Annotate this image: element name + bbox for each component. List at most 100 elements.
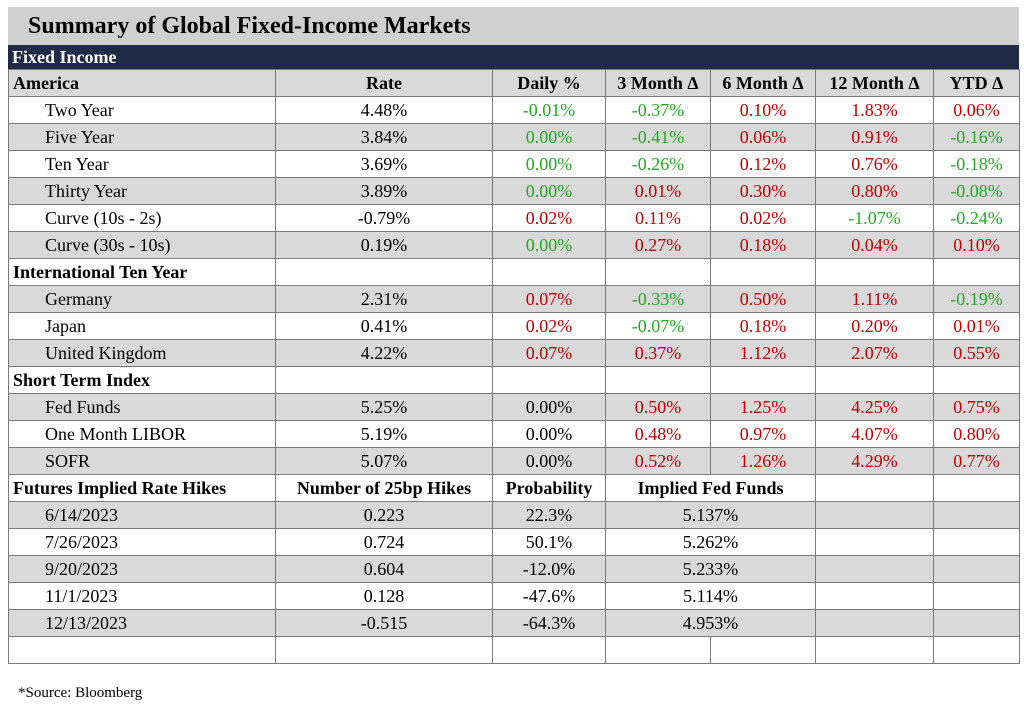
- m12-cell: 4.25%: [815, 393, 934, 421]
- futures-date: 6/14/2023: [8, 501, 276, 529]
- m12-cell: 1.83%: [815, 96, 934, 124]
- rate-cell: 5.07%: [275, 447, 493, 475]
- empty-cell: [933, 501, 1020, 529]
- row-label: Thirty Year: [8, 177, 276, 205]
- m12-cell: 0.76%: [815, 150, 934, 178]
- m3-cell: -0.41%: [605, 123, 711, 151]
- futures-date: 9/20/2023: [8, 555, 276, 583]
- m12-cell: 0.04%: [815, 231, 934, 259]
- empty-cell: [815, 366, 934, 394]
- group-label: International Ten Year: [8, 258, 276, 286]
- m3-cell: -0.26%: [605, 150, 711, 178]
- daily-cell: -0.01%: [492, 96, 606, 124]
- m3-cell: 0.52%: [605, 447, 711, 475]
- row-label: SOFR: [8, 447, 276, 475]
- blank-row: [8, 636, 1020, 664]
- m12-cell: 1.11%: [815, 285, 934, 313]
- m12-cell: 4.07%: [815, 420, 934, 448]
- ytd-cell: -0.19%: [933, 285, 1020, 313]
- empty-cell: [933, 258, 1020, 286]
- empty-cell: [492, 258, 606, 286]
- daily-cell: 0.00%: [492, 150, 606, 178]
- daily-cell: 0.07%: [492, 339, 606, 367]
- m3-cell: -0.37%: [605, 96, 711, 124]
- section-header-fixed-income: Fixed Income: [8, 45, 1019, 69]
- empty-cell: [710, 258, 816, 286]
- table-row: One Month LIBOR 5.19% 0.00% 0.48% 0.97% 4.07%…: [8, 420, 1020, 448]
- empty-cell: [710, 366, 816, 394]
- ytd-cell: 0.77%: [933, 447, 1020, 475]
- column-header: YTD Δ: [933, 69, 1020, 97]
- daily-cell: 0.02%: [492, 204, 606, 232]
- m6-cell: 0.10%: [710, 96, 816, 124]
- column-header: Daily %: [492, 69, 606, 97]
- rate-cell: 4.22%: [275, 339, 493, 367]
- rate-cell: 3.84%: [275, 123, 493, 151]
- m12-cell: 0.91%: [815, 123, 934, 151]
- empty-cell: [933, 609, 1020, 637]
- daily-cell: 0.02%: [492, 312, 606, 340]
- empty-cell: [275, 258, 493, 286]
- futures-row: 6/14/2023 0.223 22.3% 5.137%: [8, 501, 1020, 529]
- empty-cell: [492, 366, 606, 394]
- rate-cell: -0.79%: [275, 204, 493, 232]
- m6-cell: 0.02%: [710, 204, 816, 232]
- probability-cell: -47.6%: [492, 582, 606, 610]
- m6-cell: 0.06%: [710, 123, 816, 151]
- table-row: Five Year 3.84% 0.00% -0.41% 0.06% 0.91% -0.16…: [8, 123, 1020, 151]
- ytd-cell: -0.18%: [933, 150, 1020, 178]
- rate-cell: 0.19%: [275, 231, 493, 259]
- ytd-cell: 0.55%: [933, 339, 1020, 367]
- empty-cell: [815, 582, 934, 610]
- row-label: Two Year: [8, 96, 276, 124]
- ytd-cell: 0.75%: [933, 393, 1020, 421]
- rate-cell: 4.48%: [275, 96, 493, 124]
- column-header: 12 Month Δ: [815, 69, 934, 97]
- empty-cell: [815, 609, 934, 637]
- daily-cell: 0.00%: [492, 393, 606, 421]
- probability-cell: -12.0%: [492, 555, 606, 583]
- table-row: Thirty Year 3.89% 0.00% 0.01% 0.30% 0.80% -0.0…: [8, 177, 1020, 205]
- column-header: 6 Month Δ: [710, 69, 816, 97]
- page-title: Summary of Global Fixed-Income Markets: [8, 7, 1019, 45]
- empty-cell: [933, 636, 1020, 664]
- m6-cell: 0.97%: [710, 420, 816, 448]
- table-row: Two Year 4.48% -0.01% -0.37% 0.10% 1.83% 0.06%: [8, 96, 1020, 124]
- table-row: Curve (10s - 2s) -0.79% 0.02% 0.11% 0.02% -1.…: [8, 204, 1020, 232]
- column-header: Rate: [275, 69, 493, 97]
- hikes-cell: -0.515: [275, 609, 493, 637]
- empty-cell: [815, 501, 934, 529]
- daily-cell: 0.00%: [492, 231, 606, 259]
- ytd-cell: -0.24%: [933, 204, 1020, 232]
- ytd-cell: 0.10%: [933, 231, 1020, 259]
- rate-cell: 3.69%: [275, 150, 493, 178]
- daily-cell: 0.00%: [492, 123, 606, 151]
- m6-cell: 0.18%: [710, 231, 816, 259]
- row-label: Ten Year: [8, 150, 276, 178]
- ytd-cell: 0.06%: [933, 96, 1020, 124]
- rate-cell: 0.41%: [275, 312, 493, 340]
- rate-cell: 2.31%: [275, 285, 493, 313]
- ytd-cell: 0.01%: [933, 312, 1020, 340]
- table-row: Ten Year 3.69% 0.00% -0.26% 0.12% 0.76% -0.18%: [8, 150, 1020, 178]
- probability-cell: 50.1%: [492, 528, 606, 556]
- group-header-row: International Ten Year: [8, 258, 1020, 286]
- futures-row: 7/26/2023 0.724 50.1% 5.262%: [8, 528, 1020, 556]
- ytd-cell: 0.80%: [933, 420, 1020, 448]
- row-label: United Kingdom: [8, 339, 276, 367]
- column-header: 3 Month Δ: [605, 69, 711, 97]
- row-label: Five Year: [8, 123, 276, 151]
- rate-cell: 3.89%: [275, 177, 493, 205]
- row-label: Germany: [8, 285, 276, 313]
- empty-cell: [275, 636, 493, 664]
- row-label: Curve (10s - 2s): [8, 204, 276, 232]
- table-row: Fed Funds 5.25% 0.00% 0.50% 1.25% 4.25% 0.75%: [8, 393, 1020, 421]
- empty-cell: [492, 636, 606, 664]
- empty-cell: [605, 366, 711, 394]
- daily-cell: 0.00%: [492, 177, 606, 205]
- daily-cell: 0.07%: [492, 285, 606, 313]
- daily-cell: 0.00%: [492, 420, 606, 448]
- row-label: Japan: [8, 312, 276, 340]
- m3-cell: 0.48%: [605, 420, 711, 448]
- empty-cell: [815, 555, 934, 583]
